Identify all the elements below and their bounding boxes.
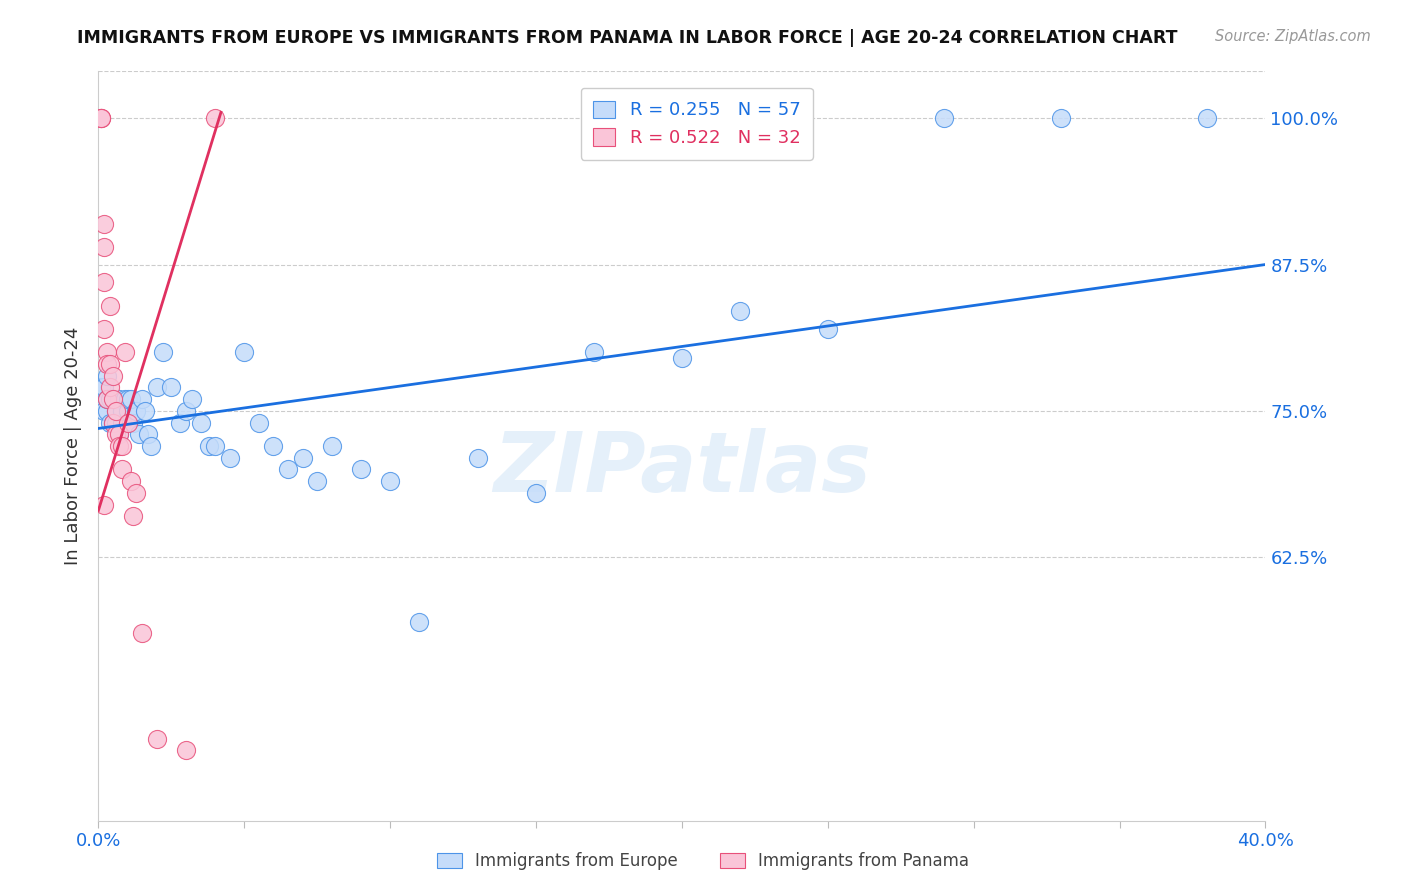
Point xyxy=(90,380,112,394)
Point xyxy=(350,462,373,476)
Point xyxy=(98,392,121,407)
Point xyxy=(247,416,270,430)
Point xyxy=(96,368,118,383)
Point xyxy=(98,416,121,430)
Point xyxy=(111,462,134,476)
Point xyxy=(152,345,174,359)
Point xyxy=(307,474,329,488)
Point xyxy=(277,462,299,476)
Point xyxy=(104,404,127,418)
Text: IMMIGRANTS FROM EUROPE VS IMMIGRANTS FROM PANAMA IN LABOR FORCE | AGE 20-24 CORR: IMMIGRANTS FROM EUROPE VS IMMIGRANTS FRO… xyxy=(77,29,1178,46)
Point xyxy=(90,392,112,407)
Point xyxy=(198,439,221,453)
Point xyxy=(146,380,169,394)
Point xyxy=(934,112,956,126)
Point xyxy=(108,392,131,407)
Point xyxy=(101,392,124,407)
Point xyxy=(174,404,197,418)
Point xyxy=(90,112,112,126)
Point xyxy=(204,112,226,126)
Point xyxy=(1050,112,1073,126)
Point xyxy=(583,345,606,359)
Point xyxy=(93,322,115,336)
Point xyxy=(93,217,115,231)
Point xyxy=(524,485,547,500)
Point xyxy=(111,404,134,418)
Point xyxy=(104,404,127,418)
Point xyxy=(120,474,142,488)
Point xyxy=(380,474,402,488)
Point xyxy=(98,298,121,313)
Point xyxy=(96,404,118,418)
Point xyxy=(101,416,124,430)
Point xyxy=(120,392,142,407)
Point xyxy=(169,416,191,430)
Point xyxy=(93,498,115,512)
Point xyxy=(108,439,131,453)
Point xyxy=(108,427,131,442)
Legend: Immigrants from Europe, Immigrants from Panama: Immigrants from Europe, Immigrants from … xyxy=(430,846,976,877)
Point xyxy=(93,240,115,254)
Point xyxy=(114,392,136,407)
Point xyxy=(128,427,150,442)
Point xyxy=(262,439,284,453)
Point xyxy=(291,450,314,465)
Point xyxy=(134,404,156,418)
Point xyxy=(90,112,112,126)
Point xyxy=(131,626,153,640)
Point xyxy=(146,731,169,746)
Point xyxy=(131,392,153,407)
Point xyxy=(817,322,839,336)
Point xyxy=(101,368,124,383)
Point xyxy=(93,275,115,289)
Point xyxy=(96,345,118,359)
Point xyxy=(117,404,139,418)
Point xyxy=(218,450,240,465)
Point xyxy=(117,392,139,407)
Point xyxy=(125,485,148,500)
Y-axis label: In Labor Force | Age 20-24: In Labor Force | Age 20-24 xyxy=(65,326,83,566)
Point xyxy=(108,427,131,442)
Point xyxy=(160,380,183,394)
Point xyxy=(96,392,118,407)
Point xyxy=(96,392,118,407)
Point xyxy=(174,743,197,757)
Point xyxy=(111,416,134,430)
Point xyxy=(104,427,127,442)
Point xyxy=(122,416,145,430)
Point xyxy=(104,416,127,430)
Legend: R = 0.255   N = 57, R = 0.522   N = 32: R = 0.255 N = 57, R = 0.522 N = 32 xyxy=(581,88,813,160)
Point xyxy=(467,450,489,465)
Point xyxy=(408,615,430,629)
Point xyxy=(90,112,112,126)
Point xyxy=(101,392,124,407)
Point xyxy=(117,416,139,430)
Point xyxy=(93,380,115,394)
Point xyxy=(233,345,256,359)
Point xyxy=(114,345,136,359)
Point xyxy=(122,509,145,524)
Point xyxy=(98,357,121,371)
Point xyxy=(730,304,752,318)
Point xyxy=(1195,112,1218,126)
Point xyxy=(321,439,343,453)
Point xyxy=(101,416,124,430)
Point xyxy=(180,392,202,407)
Point xyxy=(190,416,212,430)
Point xyxy=(93,404,115,418)
Text: Source: ZipAtlas.com: Source: ZipAtlas.com xyxy=(1215,29,1371,44)
Point xyxy=(204,439,226,453)
Text: ZIPatlas: ZIPatlas xyxy=(494,428,870,509)
Point xyxy=(96,357,118,371)
Point xyxy=(98,380,121,394)
Point xyxy=(139,439,162,453)
Point xyxy=(125,404,148,418)
Point xyxy=(671,351,693,366)
Point xyxy=(111,439,134,453)
Point xyxy=(136,427,159,442)
